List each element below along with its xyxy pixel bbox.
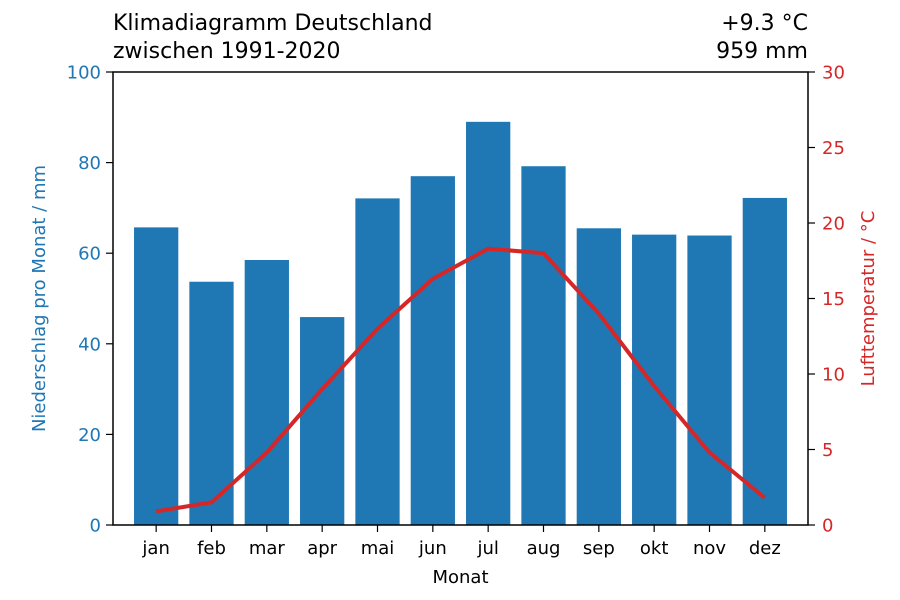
left-tick-label: 40: [78, 334, 101, 355]
x-tick-label-jul: jul: [476, 538, 498, 559]
right-tick-label: 20: [822, 214, 845, 235]
left-tick-label: 60: [78, 244, 101, 265]
precipitation-bar-okt: [632, 234, 677, 525]
right-tick-label: 5: [822, 440, 833, 461]
precipitation-bar-apr: [300, 317, 345, 525]
chart-title-group: Klimadiagramm Deutschland zwischen 1991-…: [113, 11, 808, 64]
chart-title-line-1: Klimadiagramm Deutschland: [113, 11, 433, 36]
right-y-axis-label: Lufttemperatur / °C: [858, 211, 879, 387]
left-y-axis: 0 20 40 60 80 100: [67, 63, 113, 537]
x-tick-label-nov: nov: [693, 538, 726, 559]
chart-title-line-2: zwischen 1991-2020: [113, 39, 341, 64]
x-tick-label-okt: okt: [640, 538, 669, 559]
x-axis: jan feb mar apr mai jun jul aug sep okt nov dez: [141, 525, 781, 559]
left-tick-label: 80: [78, 153, 101, 174]
precipitation-bar-feb: [189, 281, 234, 525]
x-tick-label-feb: feb: [197, 538, 226, 559]
precipitation-bar-aug: [521, 166, 566, 525]
precipitation-bar-jan: [134, 227, 179, 525]
right-tick-label: 0: [822, 516, 833, 537]
precipitation-bar-jul: [466, 121, 511, 525]
precipitation-bar-nov: [687, 235, 732, 525]
precipitation-bar-jun: [410, 176, 455, 525]
precipitation-bar-mar: [244, 259, 289, 525]
temperature-line-group: [155, 246, 767, 514]
temperature-line: [155, 246, 767, 514]
right-tick-label: 10: [822, 365, 845, 386]
x-tick-label-dez: dez: [749, 538, 781, 559]
right-tick-label: 15: [822, 289, 845, 310]
right-y-axis: 0 5 10 15 20 25 30: [808, 63, 845, 537]
x-tick-label-jan: jan: [141, 538, 169, 559]
left-tick-label: 20: [78, 425, 101, 446]
right-tick-label: 25: [822, 138, 845, 159]
left-tick-label: 0: [90, 516, 101, 537]
precipitation-bar-mai: [355, 198, 400, 525]
right-tick-label: 30: [822, 63, 845, 84]
x-tick-label-aug: aug: [527, 538, 561, 559]
left-tick-label: 100: [67, 63, 101, 84]
annual-mean-temperature: +9.3 °C: [721, 11, 808, 36]
x-tick-label-mar: mar: [249, 538, 286, 559]
x-tick-label-sep: sep: [583, 538, 615, 559]
precipitation-bar-dez: [742, 197, 787, 525]
x-axis-label: Monat: [432, 567, 488, 588]
x-tick-label-jun: jun: [418, 538, 447, 559]
annual-precipitation-total: 959 mm: [716, 39, 808, 64]
left-y-axis-label: Niederschlag pro Monat / mm: [29, 165, 50, 432]
x-tick-label-apr: apr: [307, 538, 337, 559]
x-tick-label-mai: mai: [361, 538, 395, 559]
precipitation-bar-sep: [576, 228, 621, 525]
precipitation-bars: [134, 121, 787, 525]
